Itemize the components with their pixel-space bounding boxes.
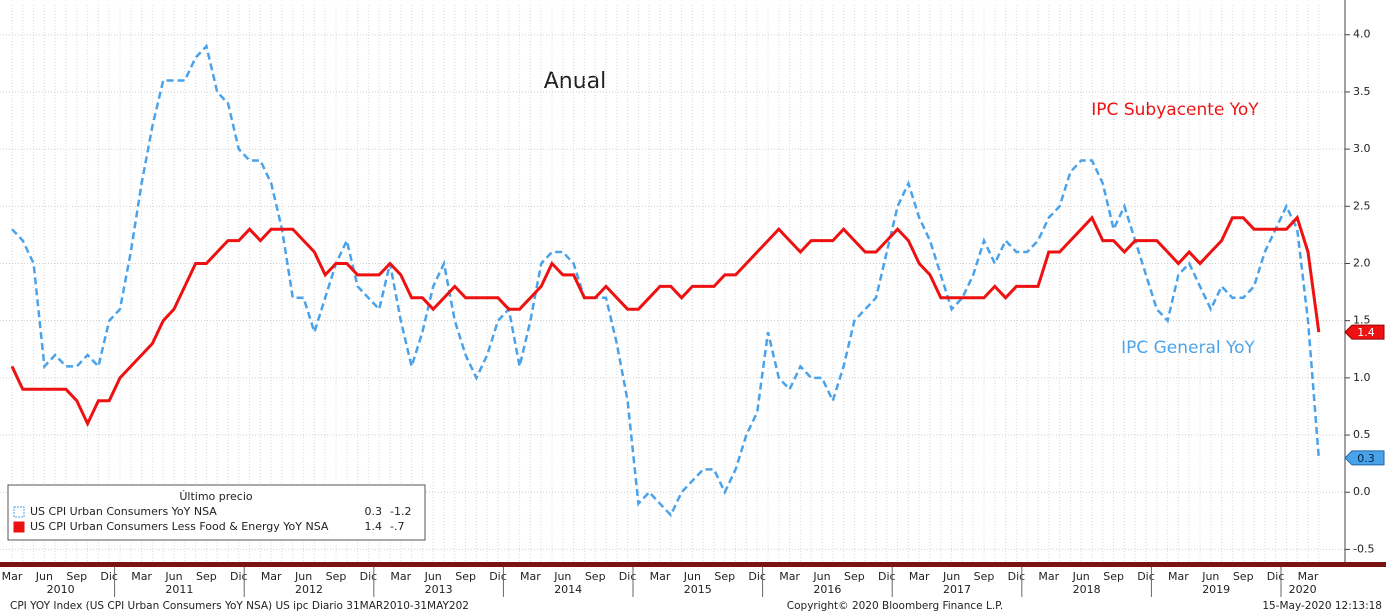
legend-change: -1.2 [390,505,411,518]
x-tick-label: Jun [424,570,442,583]
year-label: 2010 [47,583,75,596]
x-tick-label: Jun [942,570,960,583]
x-tick-label: Mar [1298,570,1319,583]
x-tick-label: Mar [779,570,800,583]
x-tick-label: Mar [390,570,411,583]
x-tick-label: Mar [1168,570,1189,583]
series-line [10,214,1321,428]
x-tick-label: Mar [2,570,23,583]
x-tick-label: Jun [35,570,53,583]
x-tick-label: Jun [1072,570,1090,583]
y-tick-label: 3.5 [1353,85,1371,98]
legend-title: Último precio [179,490,253,503]
x-tick-label: Sep [585,570,606,583]
year-label: 2018 [1073,583,1101,596]
x-tick-label: Dic [1137,570,1155,583]
year-label: 2016 [813,583,841,596]
footer: CPI YOY Index (US CPI Urban Consumers Yo… [10,600,469,612]
x-tick-label: Sep [455,570,476,583]
x-tick-label: Dic [1267,570,1285,583]
y-tick-label: 1.0 [1353,371,1371,384]
x-tick-label: Sep [196,570,217,583]
x-tick-label: Mar [131,570,152,583]
annotation: IPC Subyacente YoY [1091,100,1259,120]
year-label: 2013 [425,583,453,596]
x-tick-label: Dic [100,570,118,583]
x-tick-label: Mar [261,570,282,583]
footer: Copyright© 2020 Bloomberg Finance L.P. [787,600,1003,612]
x-tick-label: Mar [909,570,930,583]
year-label: 2012 [295,583,323,596]
y-tick-label: 2.0 [1353,256,1371,269]
x-tick-label: Dic [619,570,637,583]
last-value-label: 1.4 [1357,326,1375,339]
x-tick-label: Sep [1233,570,1254,583]
legend-last: 1.4 [365,520,383,533]
year-label: 2011 [165,583,193,596]
legend-box [7,484,426,541]
y-tick-label: 2.5 [1353,199,1371,212]
x-tick-label: Sep [844,570,865,583]
year-label: 2014 [554,583,582,596]
year-label: 2019 [1202,583,1230,596]
x-tick-label: Sep [974,570,995,583]
x-tick-label: Dic [489,570,507,583]
x-tick-label: Sep [1103,570,1124,583]
annotation: IPC General YoY [1121,338,1255,358]
x-tick-label: Sep [66,570,87,583]
legend-label: US CPI Urban Consumers YoY NSA [30,505,217,518]
last-value-tag [1344,324,1385,340]
legend-change: -.7 [390,520,404,533]
y-tick-label: 1.5 [1353,314,1371,327]
x-tick-label: Jun [553,570,571,583]
chart-title: Anual [544,69,607,94]
year-label: 2017 [943,583,971,596]
series-line [11,43,1321,518]
x-tick-label: Jun [164,570,182,583]
x-tick-label: Jun [812,570,830,583]
x-tick-label: Jun [683,570,701,583]
legend-swatch [13,521,25,533]
x-tick-label: Dic [360,570,378,583]
x-tick-label: Mar [650,570,671,583]
y-tick-label: 4.0 [1353,28,1371,41]
x-tick-label: Sep [326,570,347,583]
x-tick-label: Mar [520,570,541,583]
legend: Último precio US CPI Urban Consumers YoY … [7,484,426,541]
x-tick-label: Mar [1038,570,1059,583]
y-tick-label: -0.5 [1353,542,1374,555]
last-value-label: 0.3 [1357,452,1375,465]
legend-label: US CPI Urban Consumers Less Food & Energ… [30,520,329,533]
y-tick-label: 0.5 [1353,428,1371,441]
footer: 15-May-2020 12:13:18 [1262,600,1382,612]
x-tick-label: Dic [230,570,248,583]
year-label: 2015 [684,583,712,596]
y-tick-label: 0.0 [1353,485,1371,498]
y-tick-label: 3.0 [1353,142,1371,155]
x-tick-label: Dic [878,570,896,583]
x-tick-label: Jun [1201,570,1219,583]
year-label: 2020 [1289,583,1317,596]
x-tick-label: Sep [714,570,735,583]
last-value-tag [1344,450,1385,466]
x-tick-label: Jun [294,570,312,583]
legend-swatch [13,506,25,518]
legend-last: 0.3 [365,505,383,518]
x-tick-label: Dic [1008,570,1026,583]
x-axis-band [0,562,1386,567]
x-tick-label: Dic [748,570,766,583]
